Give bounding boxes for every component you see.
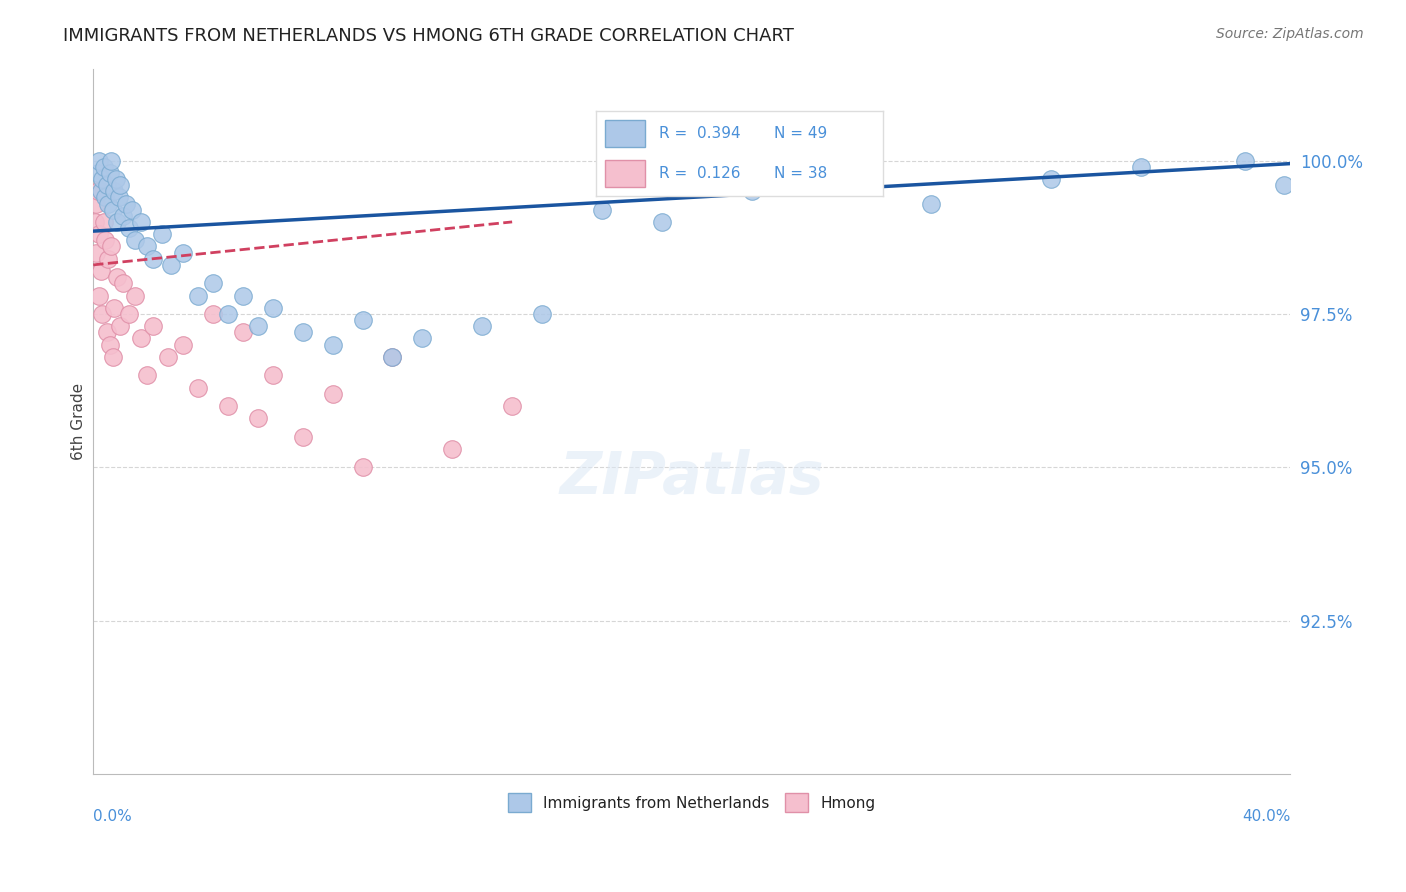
Point bbox=[112, 277, 135, 291]
Point bbox=[118, 221, 141, 235]
Point bbox=[352, 460, 374, 475]
Point bbox=[105, 270, 128, 285]
Point bbox=[129, 215, 152, 229]
Point bbox=[86, 166, 108, 180]
Point bbox=[217, 399, 239, 413]
Point bbox=[121, 202, 143, 217]
Point bbox=[84, 245, 107, 260]
Point bbox=[87, 227, 110, 242]
Text: ZIPatlas: ZIPatlas bbox=[560, 450, 824, 507]
Point bbox=[142, 319, 165, 334]
Point bbox=[83, 215, 105, 229]
Point bbox=[187, 288, 209, 302]
Point bbox=[291, 430, 314, 444]
Point bbox=[156, 350, 179, 364]
Point bbox=[107, 190, 129, 204]
Point bbox=[201, 307, 224, 321]
Point bbox=[830, 166, 852, 180]
Point bbox=[103, 301, 125, 315]
Point bbox=[105, 215, 128, 229]
Point bbox=[1129, 160, 1152, 174]
Point bbox=[217, 307, 239, 321]
Point bbox=[246, 411, 269, 425]
Point bbox=[100, 239, 122, 253]
Point bbox=[142, 252, 165, 266]
Point bbox=[93, 160, 115, 174]
Point bbox=[97, 196, 120, 211]
Point bbox=[381, 350, 404, 364]
Point bbox=[262, 368, 284, 383]
Text: 40.0%: 40.0% bbox=[1241, 809, 1291, 824]
Point bbox=[1272, 178, 1295, 193]
Point bbox=[118, 307, 141, 321]
Point bbox=[741, 184, 763, 198]
Text: 0.0%: 0.0% bbox=[93, 809, 132, 824]
Point bbox=[101, 202, 124, 217]
Point bbox=[381, 350, 404, 364]
Point bbox=[1234, 153, 1257, 168]
Point bbox=[129, 331, 152, 345]
Point bbox=[136, 239, 159, 253]
Point bbox=[89, 153, 111, 168]
Point bbox=[160, 258, 183, 272]
Point bbox=[89, 288, 111, 302]
Point bbox=[124, 233, 146, 247]
Point bbox=[94, 190, 117, 204]
Point bbox=[90, 264, 112, 278]
Point bbox=[93, 215, 115, 229]
Point bbox=[91, 307, 114, 321]
Point bbox=[100, 153, 122, 168]
Point bbox=[531, 307, 554, 321]
Point bbox=[187, 381, 209, 395]
Point bbox=[920, 196, 942, 211]
Point bbox=[322, 337, 344, 351]
Point bbox=[103, 184, 125, 198]
Point bbox=[246, 319, 269, 334]
Point bbox=[104, 172, 127, 186]
Point bbox=[232, 326, 254, 340]
Point bbox=[108, 319, 131, 334]
Point bbox=[591, 202, 613, 217]
Point bbox=[150, 227, 173, 242]
Point bbox=[291, 326, 314, 340]
Point bbox=[1039, 172, 1062, 186]
Point bbox=[101, 350, 124, 364]
Point bbox=[352, 313, 374, 327]
Point bbox=[124, 288, 146, 302]
Point bbox=[172, 245, 194, 260]
Point bbox=[86, 184, 108, 198]
Text: Source: ZipAtlas.com: Source: ZipAtlas.com bbox=[1216, 27, 1364, 41]
Legend: Immigrants from Netherlands, Hmong: Immigrants from Netherlands, Hmong bbox=[501, 786, 883, 820]
Text: IMMIGRANTS FROM NETHERLANDS VS HMONG 6TH GRADE CORRELATION CHART: IMMIGRANTS FROM NETHERLANDS VS HMONG 6TH… bbox=[63, 27, 794, 45]
Point bbox=[411, 331, 433, 345]
Point bbox=[441, 442, 464, 456]
Point bbox=[232, 288, 254, 302]
Point bbox=[471, 319, 494, 334]
Point bbox=[651, 215, 673, 229]
Point bbox=[501, 399, 523, 413]
Point bbox=[136, 368, 159, 383]
Point bbox=[90, 184, 112, 198]
Point bbox=[98, 166, 121, 180]
Point bbox=[262, 301, 284, 315]
Point bbox=[91, 172, 114, 186]
Point bbox=[201, 277, 224, 291]
Point bbox=[96, 326, 118, 340]
Point bbox=[172, 337, 194, 351]
Point bbox=[108, 178, 131, 193]
Point bbox=[115, 196, 138, 211]
Point bbox=[97, 252, 120, 266]
Point bbox=[112, 209, 135, 223]
Point bbox=[96, 178, 118, 193]
Y-axis label: 6th Grade: 6th Grade bbox=[72, 383, 86, 460]
Point bbox=[84, 196, 107, 211]
Point bbox=[98, 337, 121, 351]
Point bbox=[94, 233, 117, 247]
Point bbox=[322, 386, 344, 401]
